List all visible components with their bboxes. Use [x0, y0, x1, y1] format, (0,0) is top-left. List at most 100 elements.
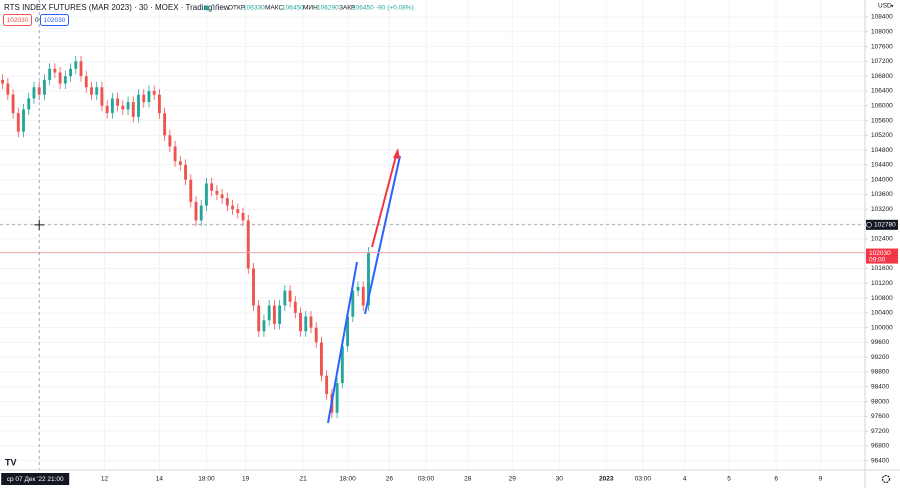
candle-body: [1, 79, 5, 84]
candle-body: [283, 290, 287, 306]
y-tick-label: 108400: [871, 14, 893, 21]
candle-body: [157, 94, 161, 114]
candle-body: [48, 68, 52, 80]
axes: 96400 96800 97200 97600 98000 98400 98800 99200…: [1, 14, 898, 485]
trend-line[interactable]: [364, 155, 401, 315]
x-tick-label: 12: [101, 476, 109, 483]
x-tick-label: 14: [156, 476, 164, 483]
candle-body: [257, 305, 261, 332]
candle-body: [225, 198, 229, 206]
y-tick-label: 108000: [871, 29, 893, 36]
y-tick-label: 100400: [871, 310, 893, 317]
crosshair-cursor: [34, 219, 45, 230]
chart-title: RTS INDEX FUTURES (MAR 2023) · 30 · MOEX…: [4, 3, 230, 12]
ohlc-value: 106450: [352, 5, 374, 12]
candle-body: [189, 179, 193, 202]
crosshair-price-box: [866, 219, 898, 230]
trend-line[interactable]: [327, 261, 358, 424]
candle-body: [205, 183, 208, 206]
y-tick-label: 105600: [871, 117, 893, 124]
currency[interactable]: USD: [878, 3, 892, 10]
y-tick-label: 103200: [871, 206, 893, 213]
candle-body: [194, 201, 198, 221]
candle-body: [210, 183, 214, 191]
x-tick-label: 03:00: [635, 476, 652, 483]
countdown: 09:00: [869, 256, 886, 263]
candle-body: [325, 375, 329, 395]
candle-body: [22, 109, 25, 132]
candle-body: [168, 135, 172, 147]
y-tick-label: 99200: [871, 354, 889, 361]
candle-body: [142, 94, 146, 103]
sell-button[interactable]: [3, 14, 32, 26]
candle-body: [236, 209, 240, 213]
candle-body: [335, 383, 339, 413]
grid: [0, 0, 865, 470]
candle-body: [137, 94, 140, 117]
candle-body: [278, 305, 282, 324]
y-tick-label: 104000: [871, 176, 893, 183]
candle-body: [246, 220, 250, 269]
candle-body: [163, 113, 167, 136]
x-tick-label: 18:00: [339, 476, 356, 483]
buy-price[interactable]: 102030: [44, 17, 66, 24]
candle-body: [314, 327, 318, 343]
ohlc-label: ОТКР: [228, 5, 245, 12]
candle-body: [11, 94, 15, 114]
candle-body: [231, 205, 235, 210]
y-tick-label: 104400: [871, 162, 893, 169]
y-tick-label: 107200: [871, 58, 893, 65]
candle-body: [299, 312, 302, 332]
y-tick-label: 106000: [871, 102, 893, 109]
sell-price[interactable]: 102030: [7, 17, 29, 24]
candle-body: [69, 68, 72, 77]
y-tick-label: 99600: [871, 339, 889, 346]
candle-body: [351, 290, 355, 317]
candle-body: [95, 87, 99, 95]
y-tick-label: 101600: [871, 265, 893, 272]
ohlc-label: МИН: [303, 5, 318, 12]
y-tick-label: 104800: [871, 147, 893, 154]
x-tick-label: 18:00: [198, 476, 215, 483]
candle-body: [58, 72, 62, 84]
x-tick-label: 2023: [599, 476, 614, 483]
candle-body: [79, 61, 83, 77]
candle-body: [131, 102, 135, 117]
candle-body: [84, 76, 88, 88]
y-tick-label: 101200: [871, 280, 893, 287]
candle-body: [105, 105, 109, 114]
candle-body: [184, 164, 187, 180]
x-tick-label: 5: [727, 476, 731, 483]
crosshair-add-icon: [866, 222, 872, 228]
ohlc-label: МАКС: [265, 5, 283, 12]
candle-body: [215, 190, 219, 195]
candle-body: [267, 305, 271, 321]
overlay: [0, 0, 865, 470]
arrow-head: [393, 148, 400, 159]
candle-body: [262, 320, 266, 332]
y-tick-label: 97200: [871, 428, 889, 435]
candle-body: [356, 286, 360, 291]
logo[interactable]: TV: [5, 457, 17, 467]
ohlc-value: 106450: [282, 5, 304, 12]
candle-body: [74, 61, 78, 69]
y-tick-label: 100800: [871, 295, 893, 302]
arrow-line[interactable]: [371, 155, 397, 248]
candle-body: [126, 102, 130, 110]
candle-body: [272, 305, 276, 324]
candle-body: [173, 146, 177, 162]
x-tick-label: 21: [300, 476, 308, 483]
currency-caret: ▾: [891, 3, 894, 9]
candle-body: [288, 290, 292, 302]
y-tick-label: 107600: [871, 43, 893, 50]
buy-button[interactable]: [40, 14, 69, 26]
settings-icon[interactable]: [881, 474, 891, 484]
candle-body: [220, 194, 224, 199]
last-price-label: 102030: [869, 250, 891, 257]
candle-body: [110, 98, 114, 114]
candle-body: [178, 161, 182, 165]
candle-body: [53, 68, 57, 73]
candle-body: [319, 342, 323, 376]
candle-body: [309, 316, 313, 328]
